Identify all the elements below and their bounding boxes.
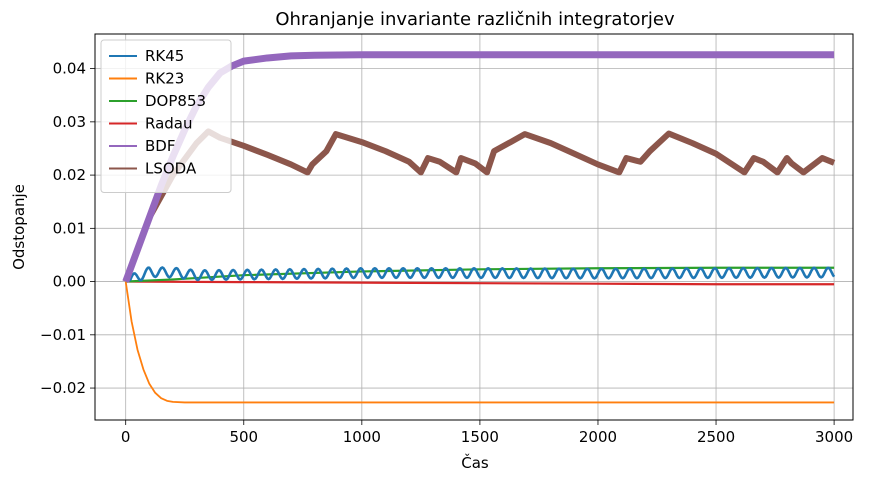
legend-label-rk45: RK45	[145, 47, 184, 65]
series-line-rk23	[124, 281, 835, 404]
y-tick-label: 0.03	[53, 113, 86, 131]
y-tick-label: −0.01	[40, 326, 86, 344]
y-tick-label: 0.00	[53, 273, 86, 291]
x-tick-label: 0	[121, 428, 131, 446]
series-line-rk45	[125, 266, 836, 283]
series-line-lsoda	[122, 128, 836, 283]
x-tick-label: 2000	[579, 428, 617, 446]
chart-title: Ohranjanje invariante različnih integrat…	[275, 9, 675, 30]
x-tick-label: 1000	[343, 428, 381, 446]
y-tick-label: 0.04	[53, 60, 86, 78]
y-axis: −0.02 −0.01 0.00 0.01 0.02 0.03 0.04	[40, 60, 95, 397]
y-tick-label: 0.01	[53, 219, 86, 237]
x-tick-label: 500	[229, 428, 258, 446]
legend: RK45 RK23 DOP853 Radau BDF LSODA	[100, 39, 232, 193]
x-axis: 0 500 1000 1500 2000 2500 3000	[121, 420, 853, 446]
legend-label-rk23: RK23	[145, 70, 184, 88]
x-tick-label: 2500	[697, 428, 735, 446]
legend-label-dop853: DOP853	[145, 92, 206, 110]
y-axis-label: Odstopanje	[10, 184, 28, 270]
x-tick-label: 1500	[461, 428, 499, 446]
x-axis-label: Čas	[461, 453, 489, 472]
legend-label-bdf: BDF	[145, 137, 175, 155]
y-tick-label: 0.02	[53, 166, 86, 184]
legend-label-radau: Radau	[145, 115, 193, 133]
plot-frame	[94, 33, 854, 421]
x-tick-label: 3000	[815, 428, 853, 446]
series-line-radau	[125, 280, 835, 286]
legend-label-lsoda: LSODA	[145, 160, 197, 178]
y-tick-label: −0.02	[40, 379, 86, 397]
